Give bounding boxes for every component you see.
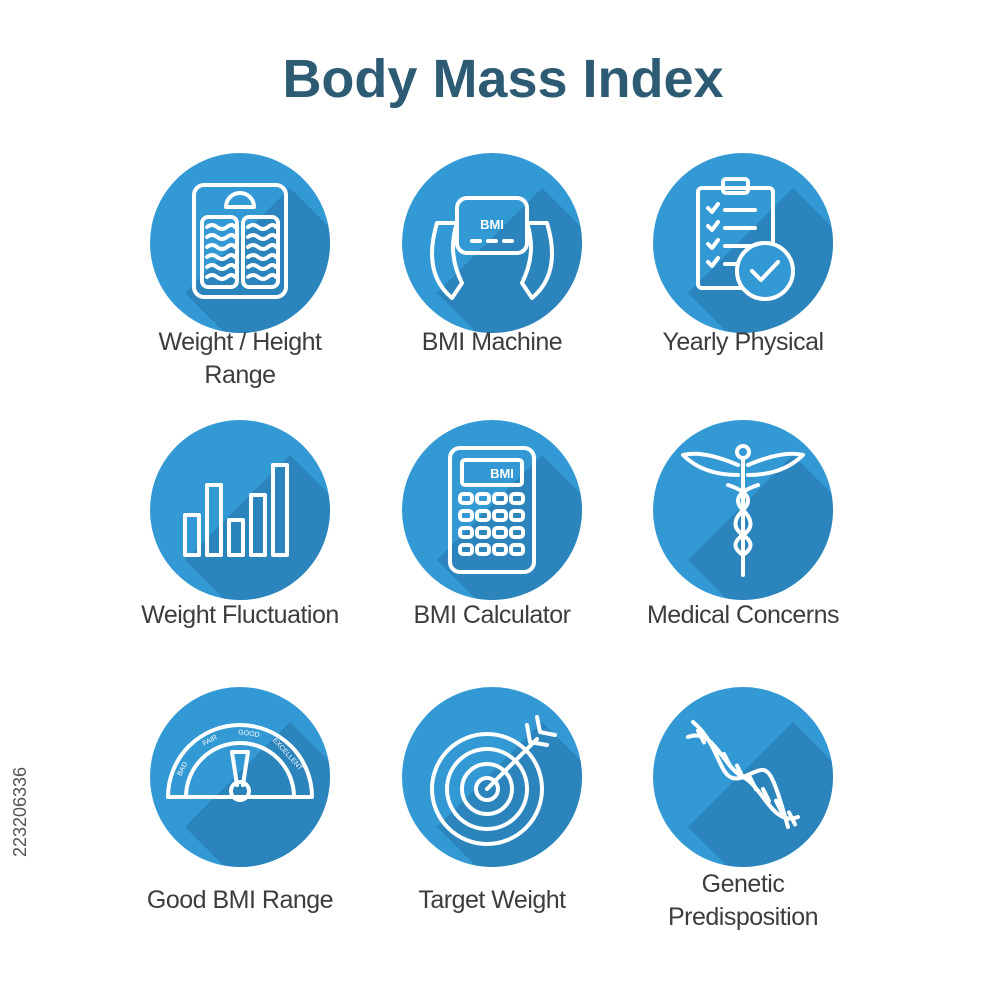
item-label: Target Weight [418,886,566,914]
icon-part [458,492,474,505]
icon-part [475,509,491,522]
icon-part [430,732,544,846]
icon-part [460,458,524,487]
icon-part [224,191,256,209]
icon-part [458,509,474,522]
icon-part [787,810,797,827]
icon-part [205,483,223,557]
gauge-label: GOOD [238,729,260,739]
icon-part [474,776,500,802]
item-label: BMI Calculator [414,601,571,629]
icon-part [475,543,491,556]
icon-text: BMI [480,217,504,232]
icon-part [230,750,250,787]
icon-text: BMI [490,466,514,481]
icon-part [448,446,536,574]
icon-part [492,526,508,539]
icon-part [205,233,278,241]
icon-part [241,215,280,289]
icon-part [709,740,719,757]
item-label: Range [204,361,275,389]
icon-part [205,263,278,271]
item-label: BMI Machine [422,328,562,356]
icon-part [249,493,267,557]
icon [192,183,288,299]
icon-part [458,543,474,556]
icon-part [445,747,529,831]
icon-part [735,763,745,780]
icon-part [475,492,491,505]
item-label: Yearly Physical [662,328,823,356]
stock-id: 223206336 [10,767,30,857]
icon-part [271,463,289,557]
icon-part [509,509,525,522]
item-label: Predisposition [668,903,818,931]
icon-part [509,492,525,505]
item-label: Weight Fluctuation [141,601,339,629]
icon-part [722,751,732,768]
icon-part [706,220,757,232]
icon-part [475,526,491,539]
icon-part [492,543,508,556]
icon: BMI [448,446,536,574]
icon-part [509,543,525,556]
icon-part [750,260,780,282]
icon-part [706,202,757,214]
icon [696,177,795,301]
icon-part [455,196,529,255]
icon-part [183,513,201,557]
icon-part [761,787,771,803]
icon-part [696,186,775,290]
icon [681,444,805,577]
item-label: Good BMI Range [147,886,333,914]
icon-part [458,526,474,539]
icon-part [229,780,251,802]
icon-part [192,183,288,299]
icon-part [205,253,278,261]
icon-part [205,273,278,281]
icon [430,715,557,846]
icon-part [721,177,750,195]
icon-part [492,509,508,522]
icon [686,720,800,829]
icon-part [748,775,758,792]
icon-part [492,492,508,505]
icon-part [205,223,278,231]
icon-part [184,741,296,799]
icon-part [200,215,239,289]
icon-part [430,221,554,300]
icon-part [460,762,514,816]
icon-part [227,518,245,557]
icon-part [681,451,805,577]
icon [183,463,289,557]
item-label: Weight / Height [159,328,323,356]
icon-part [735,241,795,301]
icon-part [485,715,557,791]
icon: BMI [430,196,554,300]
item-label: Medical Concerns [647,601,839,629]
icon-part [509,526,525,539]
icon-part [696,728,706,745]
icon-part [205,243,278,251]
item-label: Genetic [702,870,785,898]
icon-part [166,723,314,799]
page-title: Body Mass Index [282,49,723,109]
icon-part [774,798,784,815]
